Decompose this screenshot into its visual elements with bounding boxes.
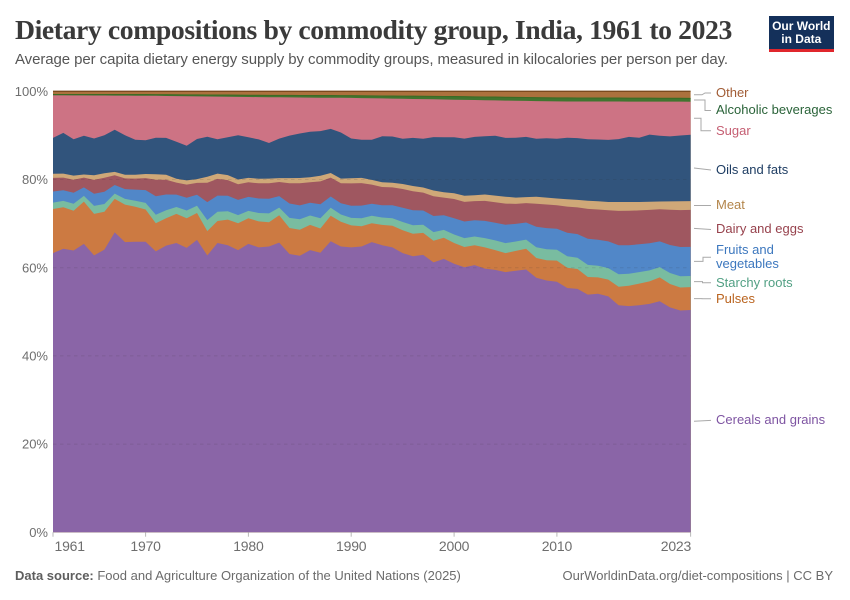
svg-text:80%: 80% <box>22 172 48 187</box>
svg-text:1961: 1961 <box>55 538 86 554</box>
svg-text:1970: 1970 <box>130 538 161 554</box>
svg-text:40%: 40% <box>22 349 48 364</box>
svg-text:1980: 1980 <box>233 538 264 554</box>
svg-text:2010: 2010 <box>542 538 573 554</box>
svg-text:2000: 2000 <box>439 538 470 554</box>
svg-text:100%: 100% <box>15 84 49 99</box>
svg-text:2023: 2023 <box>661 538 692 554</box>
svg-text:20%: 20% <box>22 437 48 452</box>
svg-text:1990: 1990 <box>336 538 367 554</box>
svg-text:0%: 0% <box>29 525 48 540</box>
svg-text:60%: 60% <box>22 260 48 275</box>
